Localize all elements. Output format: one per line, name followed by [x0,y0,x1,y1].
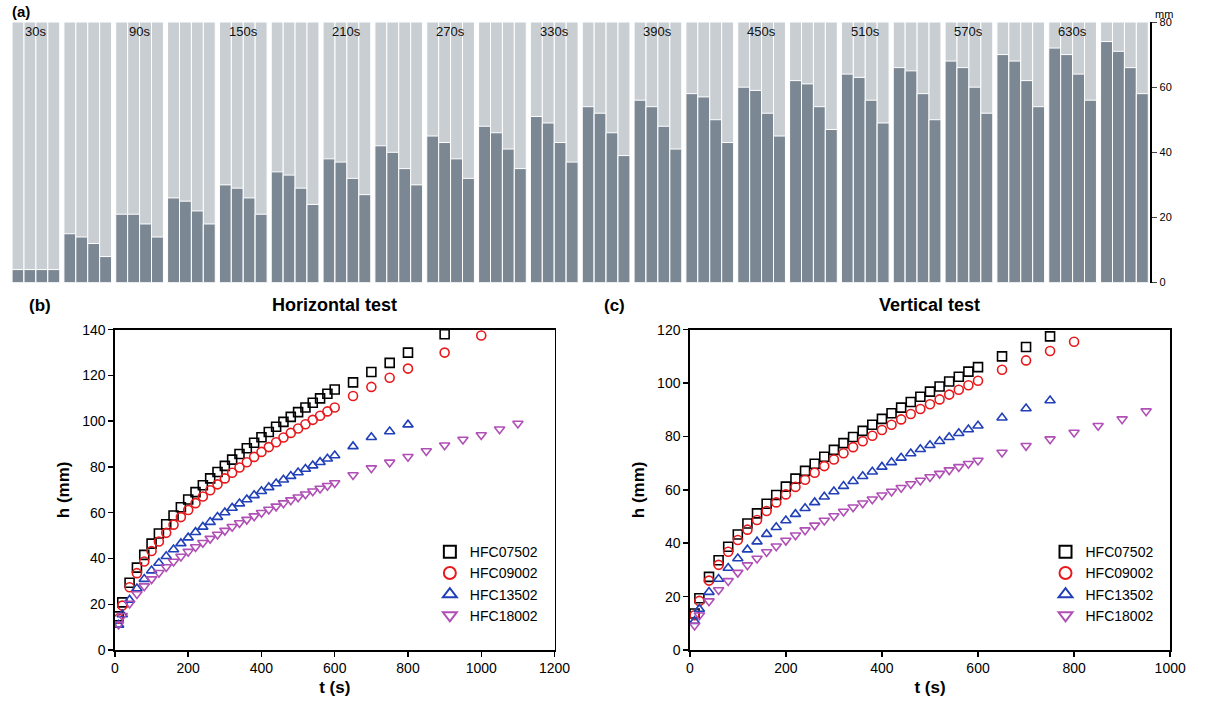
svg-text:(b): (b) [29,296,51,315]
svg-text:HFC13502: HFC13502 [1086,587,1154,603]
svg-text:0: 0 [686,660,694,676]
svg-text:Vertical test: Vertical test [879,295,980,315]
svg-text:0: 0 [673,642,681,658]
svg-text:140: 140 [82,322,106,338]
svg-text:600: 600 [966,660,990,676]
svg-text:800: 800 [1062,660,1086,676]
svg-text:90s: 90s [129,24,150,39]
svg-text:60: 60 [90,505,106,521]
svg-text:40: 40 [665,535,681,551]
svg-text:570s: 570s [954,24,983,39]
svg-text:200: 200 [177,660,201,676]
svg-text:80: 80 [90,459,106,475]
svg-text:60: 60 [1160,81,1172,93]
svg-text:0: 0 [111,660,119,676]
svg-text:t (s): t (s) [914,678,945,697]
svg-text:t (s): t (s) [319,678,350,697]
svg-text:80: 80 [1160,16,1172,28]
svg-text:120: 120 [82,367,106,383]
svg-text:HFC13502: HFC13502 [470,587,538,603]
svg-text:20: 20 [1160,211,1172,223]
svg-text:(a): (a) [12,3,30,20]
svg-text:0: 0 [98,642,106,658]
svg-text:HFC09002: HFC09002 [470,565,538,581]
svg-text:30s: 30s [25,24,46,39]
svg-text:1000: 1000 [1155,660,1186,676]
svg-text:h (mm): h (mm) [629,462,648,519]
svg-text:330s: 330s [540,24,569,39]
svg-text:600: 600 [323,660,347,676]
svg-text:400: 400 [250,660,274,676]
svg-text:200: 200 [774,660,798,676]
svg-text:HFC18002: HFC18002 [1086,608,1154,624]
svg-text:150s: 150s [229,24,258,39]
svg-text:HFC07502: HFC07502 [1086,544,1154,560]
svg-text:1000: 1000 [466,660,497,676]
svg-text:HFC09002: HFC09002 [1086,565,1154,581]
svg-text:Horizontal test: Horizontal test [272,295,397,315]
svg-text:20: 20 [90,596,106,612]
svg-text:80: 80 [665,428,681,444]
svg-text:390s: 390s [643,24,672,39]
svg-text:120: 120 [657,322,681,338]
svg-text:1200: 1200 [539,660,570,676]
svg-text:100: 100 [82,413,106,429]
svg-text:510s: 510s [851,24,880,39]
svg-text:0: 0 [1160,276,1166,288]
svg-text:450s: 450s [747,24,776,39]
svg-text:HFC07502: HFC07502 [470,544,538,560]
svg-text:40: 40 [1160,146,1172,158]
svg-text:630s: 630s [1058,24,1087,39]
svg-text:(c): (c) [604,296,625,315]
svg-text:400: 400 [870,660,894,676]
svg-text:800: 800 [396,660,420,676]
svg-text:40: 40 [90,550,106,566]
svg-text:HFC18002: HFC18002 [470,608,538,624]
svg-text:mm: mm [1155,8,1173,20]
svg-text:60: 60 [665,482,681,498]
svg-text:h (mm): h (mm) [54,462,73,519]
svg-text:100: 100 [657,375,681,391]
svg-text:270s: 270s [436,24,465,39]
svg-text:20: 20 [665,589,681,605]
svg-text:210s: 210s [332,24,361,39]
